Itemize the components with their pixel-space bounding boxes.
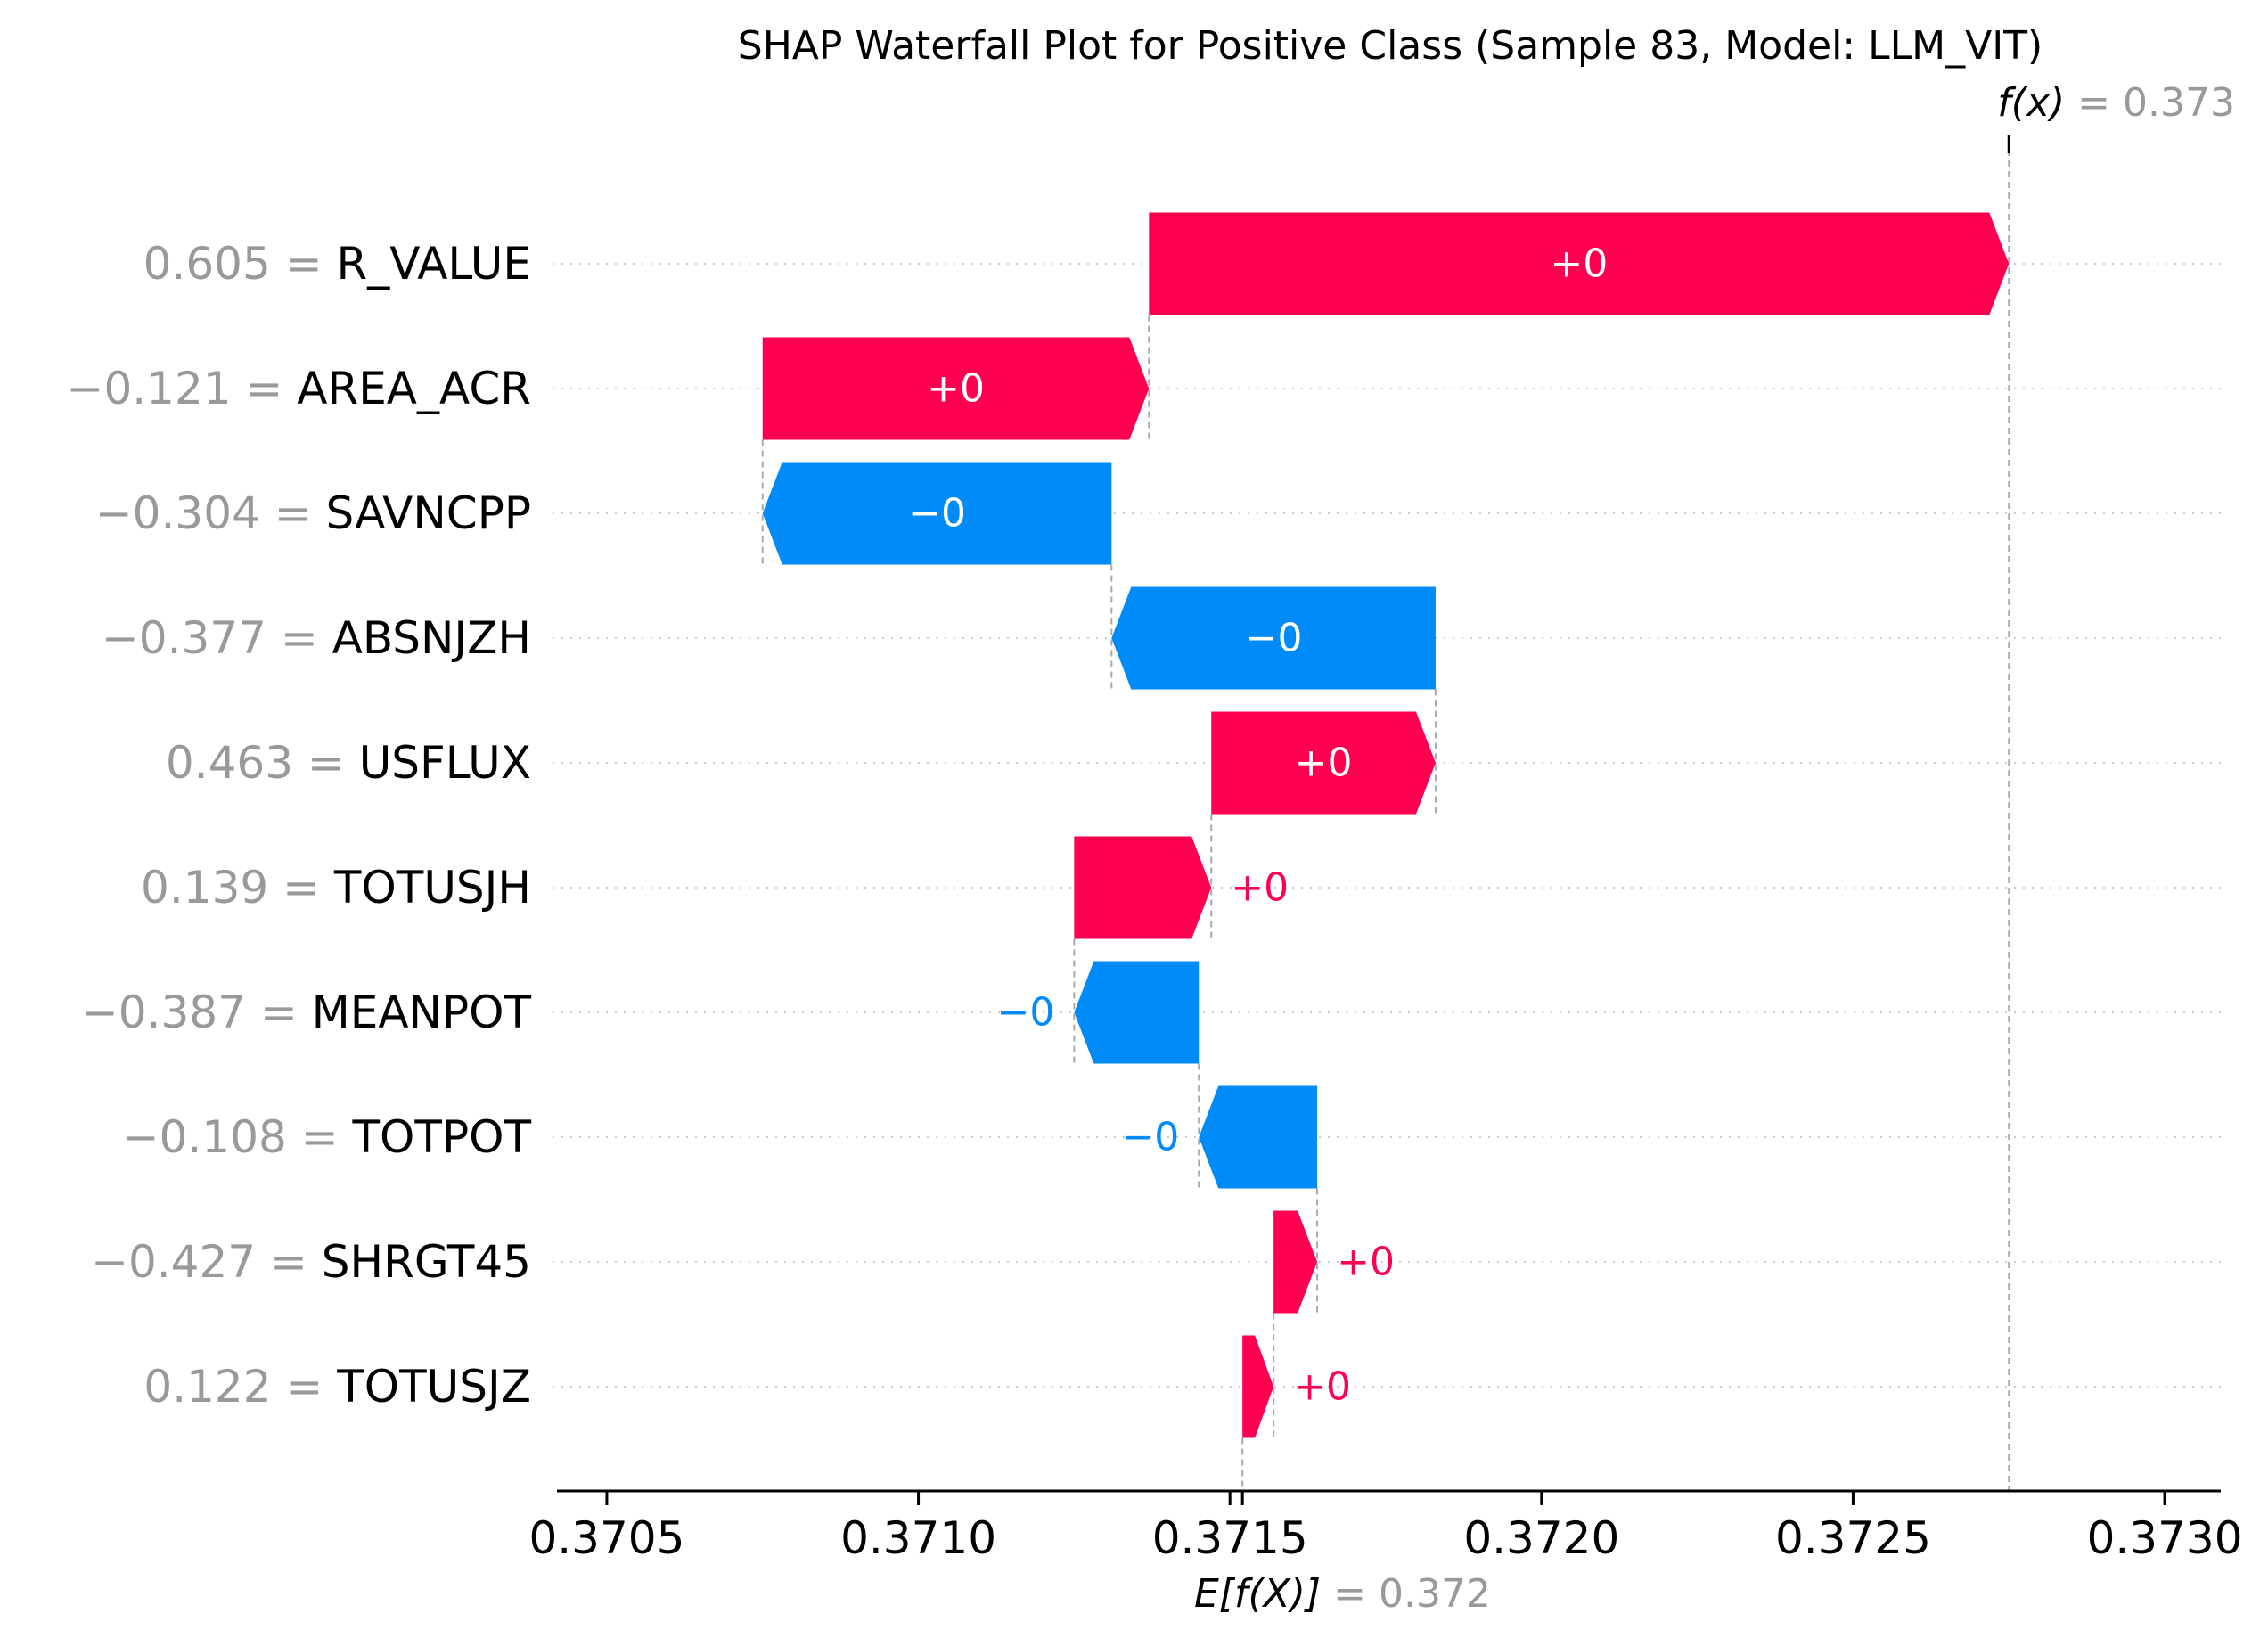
chart-title: SHAP Waterfall Plot for Positive Class (…	[738, 23, 2043, 69]
x-tick-label: 0.3725	[1775, 1512, 1931, 1564]
feature-value: −0.427 =	[91, 1236, 322, 1288]
svg-text:f(x)= 0.373: f(x) = 0.373	[1997, 80, 2235, 126]
shap-bar-totpot	[1199, 1085, 1318, 1189]
feature-value: −0.304 =	[95, 487, 326, 539]
fx-annotation: f(x) = 0.373	[1997, 80, 2235, 126]
bar-value-label: +0	[1550, 242, 1608, 287]
feature-name: SHRGT45	[322, 1236, 531, 1288]
feature-label: 0.463 = USFLUX	[166, 737, 531, 789]
feature-label: −0.304 = SAVNCPP	[95, 487, 531, 539]
connector-lines	[761, 135, 2010, 1491]
feature-label: −0.121 = AREA_ACR	[67, 363, 531, 414]
feature-value: −0.377 =	[102, 612, 332, 664]
shap-bar-absnjzh	[1111, 586, 1436, 690]
fx-label: f(x)	[1997, 80, 2065, 126]
shap-bar-r-value	[1149, 212, 2010, 315]
base-value: = 0.372	[1333, 1571, 1491, 1617]
bar-value-label: −0	[908, 491, 966, 536]
feature-name: TOTPOT	[352, 1111, 532, 1163]
feature-name: TOTUSJZ	[336, 1361, 531, 1413]
shap-bar-usflux	[1211, 711, 1436, 815]
base-value-annotation: E[f(X)] = 0.372	[1194, 1571, 1491, 1617]
feature-label: −0.387 = MEANPOT	[81, 987, 532, 1038]
feature-label: 0.122 = TOTUSJZ	[143, 1361, 531, 1413]
bar-value-label: −0	[1245, 616, 1303, 661]
feature-name: TOTUSJH	[333, 862, 531, 913]
bar-value-label: +0	[1295, 741, 1353, 786]
base-label: E[f(X)]	[1194, 1571, 1321, 1617]
feature-value: −0.387 =	[81, 987, 312, 1038]
gridlines	[553, 263, 2221, 1388]
x-tick-label: 0.3710	[840, 1512, 996, 1564]
feature-label: −0.108 = TOTPOT	[122, 1111, 532, 1163]
x-axis: 0.3705 0.3710 0.3715 0.3720 0.3725 0.3730	[528, 1489, 2243, 1564]
feature-label: −0.427 = SHRGT45	[91, 1236, 531, 1288]
shap-bar-totusjh	[1074, 836, 1212, 939]
x-tick-label: 0.3720	[1463, 1512, 1619, 1564]
shap-bar-meanpot	[1074, 961, 1200, 1064]
shap-bar-savncpp	[762, 462, 1112, 565]
bar-value-label: −0	[997, 990, 1055, 1036]
feature-name: AREA_ACR	[297, 363, 531, 414]
shap-bar-shrgt45	[1273, 1210, 1318, 1314]
feature-label: 0.139 = TOTUSJH	[141, 862, 531, 913]
feature-name: MEANPOT	[312, 987, 532, 1038]
svg-text:E[f(X)]= 0.372: E[f(X)] = 0.372	[1194, 1571, 1491, 1617]
feature-label: 0.605 = R_VALUE	[143, 238, 531, 290]
bar-value-label: +0	[1231, 865, 1289, 911]
bars: +0 +0 −0 −0 +0 +0 −0 −0 +0 +0	[762, 212, 2010, 1438]
bar-value-label: +0	[927, 366, 985, 412]
feature-value: 0.463 =	[166, 737, 359, 789]
feature-value: −0.108 =	[122, 1111, 353, 1163]
feature-name: USFLUX	[359, 737, 531, 789]
feature-name: ABSNJZH	[332, 612, 531, 664]
bar-value-label: +0	[1293, 1364, 1351, 1410]
feature-value: 0.139 =	[141, 862, 334, 913]
shap-bar-totusjz	[1242, 1335, 1274, 1438]
bar-value-label: +0	[1337, 1240, 1395, 1285]
shap-bar-area-acr	[762, 337, 1150, 440]
feature-labels: 0.605 = R_VALUE −0.121 = AREA_ACR −0.304 =…	[67, 238, 532, 1413]
feature-label: −0.377 = ABSNJZH	[102, 612, 531, 664]
x-tick-label: 0.3705	[528, 1512, 684, 1564]
feature-name: R_VALUE	[336, 238, 531, 290]
fx-value: = 0.373	[2077, 80, 2235, 126]
x-tick-label: 0.3730	[2087, 1512, 2243, 1564]
feature-name: SAVNCPP	[326, 487, 532, 539]
x-tick-label: 0.3715	[1152, 1512, 1308, 1564]
feature-value: 0.605 =	[143, 238, 337, 290]
feature-value: 0.122 =	[143, 1361, 337, 1413]
bar-value-label: −0	[1121, 1115, 1179, 1160]
feature-value: −0.121 =	[67, 363, 298, 414]
